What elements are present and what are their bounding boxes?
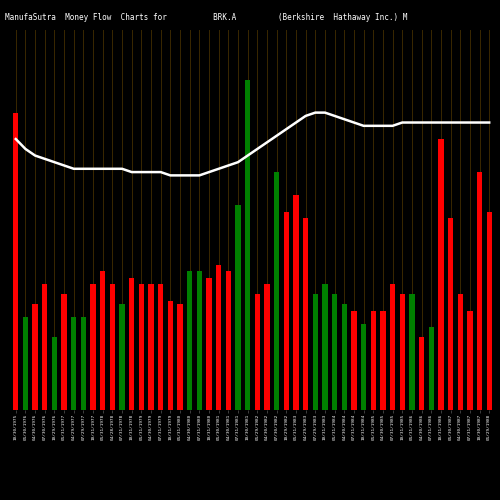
Bar [110, 284, 115, 410]
Bar [294, 195, 298, 410]
Bar [264, 284, 270, 410]
Bar [71, 318, 76, 410]
Bar [458, 294, 463, 410]
Bar [274, 172, 280, 410]
Bar [158, 284, 164, 410]
Bar [312, 294, 318, 410]
Bar [81, 318, 86, 410]
Bar [322, 284, 328, 410]
Bar [168, 301, 173, 410]
Bar [254, 294, 260, 410]
Bar [448, 218, 453, 410]
Bar [13, 112, 18, 410]
Bar [138, 284, 144, 410]
Bar [486, 212, 492, 410]
Bar [477, 172, 482, 410]
Bar [216, 264, 222, 410]
Bar [361, 324, 366, 410]
Bar [236, 205, 240, 410]
Bar [400, 294, 405, 410]
Bar [410, 294, 414, 410]
Bar [419, 338, 424, 410]
Text: ManufaSutra  Money Flow  Charts for          BRK.A         (Berkshire  Hathaway : ManufaSutra Money Flow Charts for BRK.A … [5, 12, 407, 22]
Bar [284, 212, 289, 410]
Bar [120, 304, 124, 410]
Bar [467, 311, 472, 410]
Bar [42, 284, 48, 410]
Bar [206, 278, 212, 410]
Bar [352, 311, 356, 410]
Bar [390, 284, 395, 410]
Bar [428, 328, 434, 410]
Bar [245, 80, 250, 410]
Bar [129, 278, 134, 410]
Bar [380, 311, 386, 410]
Bar [226, 271, 231, 410]
Bar [32, 304, 38, 410]
Bar [303, 218, 308, 410]
Bar [332, 294, 338, 410]
Bar [342, 304, 347, 410]
Bar [370, 311, 376, 410]
Bar [23, 318, 28, 410]
Bar [52, 338, 57, 410]
Bar [187, 271, 192, 410]
Bar [438, 139, 444, 410]
Bar [100, 271, 105, 410]
Bar [62, 294, 67, 410]
Bar [196, 271, 202, 410]
Bar [148, 284, 154, 410]
Bar [90, 284, 96, 410]
Bar [178, 304, 182, 410]
